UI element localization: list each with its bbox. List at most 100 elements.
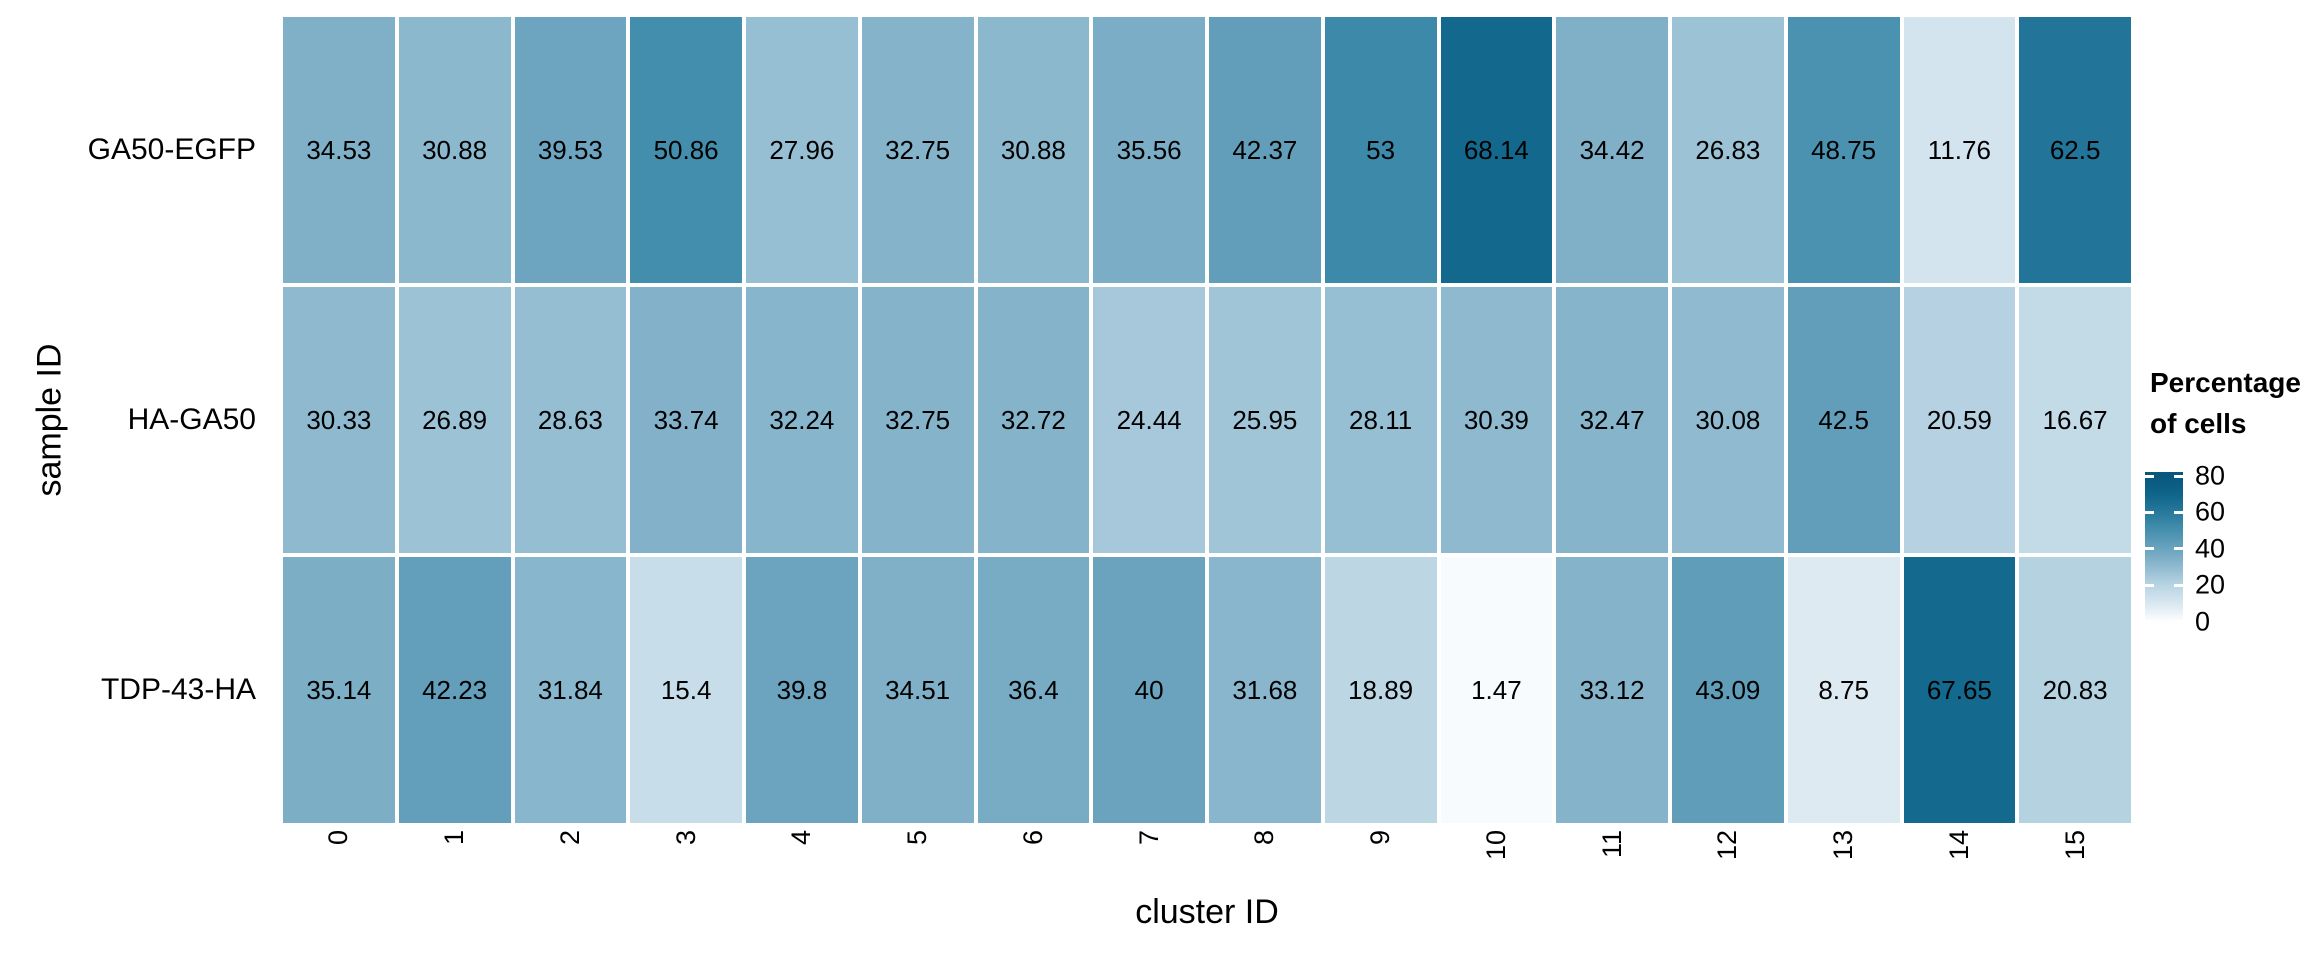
- heatmap-cell: 30.08: [1672, 287, 1784, 553]
- heatmap-cell: 50.86: [630, 17, 742, 283]
- legend-colorbar: [2145, 472, 2183, 628]
- heatmap-cell: 32.72: [977, 287, 1090, 553]
- legend-title-line2: of cells: [2150, 408, 2247, 439]
- legend-tick-mark: [2174, 510, 2183, 514]
- legend-tick-mark: [2174, 620, 2183, 623]
- cell-value: 26.89: [422, 404, 488, 435]
- legend-tick-mark: [2145, 510, 2154, 514]
- cell-value: 31.84: [537, 674, 603, 705]
- heatmap-cell: 30.88: [398, 17, 511, 283]
- heatmap-cell: 25.95: [1209, 287, 1321, 553]
- heatmap-cell: 33.74: [630, 287, 742, 553]
- heatmap-cell: 43.09: [1672, 557, 1784, 823]
- heatmap-cell: 24.44: [1093, 287, 1205, 553]
- heatmap-cell: 16.67: [2019, 287, 2131, 553]
- cell-value: 68.14: [1463, 134, 1529, 165]
- legend-tick-label: 20: [2195, 569, 2226, 600]
- cell-value: 34.51: [885, 674, 951, 705]
- cell-value: 24.44: [1116, 404, 1182, 435]
- heatmap-cell: 28.11: [1324, 287, 1437, 553]
- cell-value: 27.96: [769, 134, 835, 165]
- heatmap-cell: 30.88: [977, 17, 1090, 283]
- heatmap-cell: 39.53: [514, 17, 627, 283]
- heatmap-cell: 1.47: [1440, 557, 1553, 823]
- cell-value: 48.75: [1811, 134, 1877, 165]
- cell-value: 8.75: [1818, 674, 1869, 705]
- heatmap-cell: 15.4: [630, 557, 742, 823]
- legend-tick-label: 80: [2195, 460, 2226, 491]
- heatmap-cell: 31.68: [1209, 557, 1321, 823]
- legend: Percentage of cells 80 60 40 20 0: [2145, 362, 2303, 635]
- legend-tick-label: 60: [2195, 496, 2226, 527]
- cell-value: 20.59: [1926, 404, 1992, 435]
- cell-value: 16.67: [2042, 404, 2108, 435]
- cell-value: 11.76: [1927, 134, 1991, 165]
- heatmap-cell: 48.75: [1787, 17, 1900, 283]
- cell-value: 36.4: [1008, 674, 1059, 705]
- heatmap-cell: 39.8: [746, 557, 858, 823]
- heatmap-cell: 26.83: [1672, 17, 1784, 283]
- cell-value: 35.56: [1116, 134, 1182, 165]
- heatmap-cell: 18.89: [1324, 557, 1437, 823]
- cell-value: 67.65: [1926, 674, 1992, 705]
- heatmap-cell: 20.83: [2019, 557, 2131, 823]
- cell-value: 18.89: [1348, 674, 1414, 705]
- heatmap-cell: 32.24: [746, 287, 858, 553]
- heatmap-cell: 20.59: [1903, 287, 2016, 553]
- cell-value: 25.95: [1232, 404, 1298, 435]
- cell-value: 53: [1366, 134, 1396, 165]
- cell-value: 31.68: [1232, 674, 1298, 705]
- heatmap-cell: 33.12: [1556, 557, 1668, 823]
- cell-value: 40: [1134, 674, 1164, 705]
- heatmap-cell: 34.42: [1556, 17, 1668, 283]
- x-axis-title-text: cluster ID: [1135, 893, 1279, 931]
- heatmap-cell: 42.5: [1787, 287, 1900, 553]
- heatmap-cell: 68.14: [1440, 17, 1553, 283]
- legend-title: Percentage of cells: [2150, 362, 2303, 444]
- cell-value: 43.09: [1695, 674, 1761, 705]
- cell-value: 34.53: [306, 134, 372, 165]
- heatmap-cell: 40: [1093, 557, 1205, 823]
- cell-value: 15.4: [660, 674, 712, 705]
- cell-value: 32.75: [885, 404, 951, 435]
- cell-value: 39.53: [537, 134, 603, 165]
- cell-value: 26.83: [1695, 134, 1761, 165]
- heatmap-cell: 34.53: [283, 17, 395, 283]
- heatmap-cell: 35.14: [283, 557, 395, 823]
- heatmap-cell: 30.39: [1440, 287, 1553, 553]
- heatmap-cell: 53: [1324, 17, 1437, 283]
- heatmap-cell: 42.23: [398, 557, 511, 823]
- cell-value: 32.72: [1000, 404, 1066, 435]
- cell-value: 30.33: [306, 404, 372, 435]
- cell-value: 30.39: [1463, 404, 1529, 435]
- y-tick-label: GA50-EGFP: [87, 133, 256, 166]
- cell-value: 42.37: [1232, 134, 1298, 165]
- cell-value: 20.83: [2042, 674, 2108, 705]
- legend-tick-mark: [2145, 620, 2154, 623]
- cell-value: 42.5: [1818, 404, 1869, 435]
- legend-tick-mark: [2145, 547, 2154, 551]
- legend-tick-mark: [2174, 583, 2183, 587]
- cell-value: 35.14: [306, 674, 372, 705]
- heatmap-cell: 35.56: [1093, 17, 1205, 283]
- cell-value: 42.23: [422, 674, 488, 705]
- cell-value: 32.24: [769, 404, 835, 435]
- legend-tick-mark: [2145, 474, 2154, 478]
- heatmap-cell: 26.89: [398, 287, 511, 553]
- heatmap-cell: 30.33: [283, 287, 395, 553]
- heatmap-cell: 36.4: [977, 557, 1090, 823]
- heatmap-cell: 62.5: [2019, 17, 2131, 283]
- cell-value: 33.74: [653, 404, 719, 435]
- cell-value: 32.75: [885, 134, 951, 165]
- cell-value: 1.47: [1471, 674, 1522, 705]
- heatmap-cell: 11.76: [1903, 17, 2016, 283]
- heatmap-cell: 27.96: [746, 17, 858, 283]
- cell-value: 62.5: [2049, 134, 2101, 165]
- cell-value: 34.42: [1579, 134, 1645, 165]
- heatmap-cell: 34.51: [861, 557, 974, 823]
- cell-value: 33.12: [1579, 674, 1645, 705]
- legend-tick-mark: [2145, 583, 2154, 587]
- legend-tick-mark: [2174, 474, 2183, 478]
- heatmap-cell: 31.84: [514, 557, 627, 823]
